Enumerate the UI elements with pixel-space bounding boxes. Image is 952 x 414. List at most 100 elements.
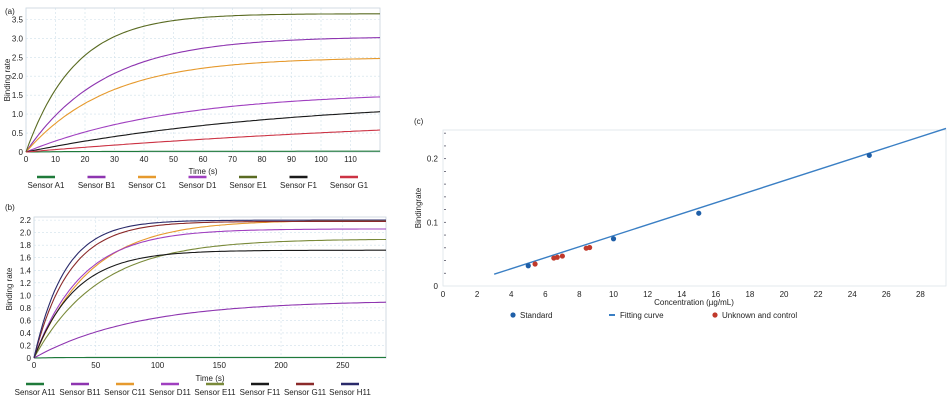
unknown-point: [559, 253, 565, 259]
panel-b-plot-area: [33, 216, 387, 359]
y-tick-label: 0.6: [20, 316, 32, 325]
legend-unknown-marker: [712, 312, 718, 318]
panel-a-label: (a): [5, 7, 15, 16]
y-tick-label: 0.1: [427, 218, 439, 227]
x-tick-label: 2: [475, 290, 480, 299]
y-tick-label: 2.5: [12, 53, 24, 62]
legend-label: Sensor H11: [329, 388, 371, 397]
legend-label: Sensor D11: [149, 388, 191, 397]
panel-c-label: (c): [414, 117, 424, 126]
y-tick-label: 3.0: [12, 34, 24, 43]
x-tick-label: 8: [577, 290, 582, 299]
y-tick-label: 1.2: [20, 279, 32, 288]
y-tick-label: 0.5: [12, 129, 24, 138]
y-tick-label: 0: [27, 354, 32, 363]
legend-label: Sensor F1: [280, 181, 317, 190]
standard-point: [610, 236, 617, 242]
y-tick-label: 2.0: [12, 72, 24, 81]
unknown-point: [587, 244, 593, 251]
legend-standard-label: Standard: [520, 311, 552, 320]
y-tick-label: 0.4: [20, 329, 32, 338]
x-tick-label: 100: [151, 361, 165, 370]
y-tick-label: 0.2: [20, 341, 32, 350]
panel-c-x-axis-label: Concentration (µg/mL): [654, 298, 734, 307]
panel-a-x-axis-label: Time (s): [188, 167, 217, 176]
x-tick-label: 12: [643, 290, 652, 299]
panel-b-label: (b): [5, 203, 15, 212]
x-tick-label: 20: [780, 290, 789, 299]
y-tick-label: 0.8: [20, 304, 32, 313]
x-tick-label: 200: [274, 361, 288, 370]
x-tick-label: 4: [509, 290, 514, 299]
y-tick-label: 0: [434, 282, 439, 291]
x-tick-label: 0: [24, 155, 29, 164]
x-tick-label: 60: [199, 155, 208, 164]
x-tick-label: 80: [258, 155, 267, 164]
panel-a-y-axis-label: Binding rate: [3, 58, 12, 101]
series-line-sensor-f1: [25, 111, 381, 153]
x-tick-label: 50: [91, 361, 100, 370]
y-tick-label: 1.0: [12, 110, 24, 119]
series-line-sensor-g11: [33, 220, 386, 359]
standard-point: [525, 263, 531, 269]
x-tick-label: 110: [344, 155, 357, 164]
legend-label: Sensor C11: [104, 388, 146, 397]
series-line-sensor-a1: [26, 150, 380, 153]
unknown-point: [532, 261, 538, 267]
y-tick-label: 0: [19, 148, 24, 157]
y-tick-label: 2.0: [20, 229, 32, 238]
legend-fit-label: Fitting curve: [620, 311, 664, 320]
x-tick-label: 90: [287, 155, 296, 164]
legend-label: Sensor C1: [128, 181, 166, 190]
series-line-sensor-f11: [33, 249, 386, 359]
y-tick-label: 1.4: [20, 266, 32, 275]
x-tick-label: 100: [314, 155, 328, 164]
legend-label: Sensor B1: [78, 181, 116, 190]
legend-label: Sensor A1: [28, 181, 65, 190]
x-tick-label: 6: [543, 290, 548, 299]
x-tick-label: 70: [228, 155, 237, 164]
x-tick-label: 40: [140, 155, 149, 164]
x-tick-label: 22: [814, 290, 823, 299]
x-tick-label: 10: [609, 290, 618, 299]
series-line-sensor-h11: [33, 219, 386, 359]
x-tick-label: 18: [745, 290, 754, 299]
panel-c-y-axis-label: Bindingrate: [414, 187, 423, 228]
x-tick-label: 20: [81, 155, 90, 164]
fitting-curve-line: [493, 127, 947, 275]
legend-label: Sensor D1: [179, 181, 217, 190]
legend-label: Sensor B11: [59, 388, 101, 397]
y-tick-label: 1.6: [20, 254, 32, 263]
unknown-point: [554, 254, 560, 260]
series-line-sensor-e1: [25, 13, 380, 153]
x-tick-label: 28: [916, 290, 925, 299]
x-tick-label: 0: [441, 290, 446, 299]
series-line-sensor-a11: [33, 356, 386, 359]
series-line-sensor-e11: [33, 238, 386, 359]
legend-label: Sensor G1: [330, 181, 369, 190]
x-tick-label: 10: [51, 155, 60, 164]
x-tick-label: 150: [213, 361, 227, 370]
panel-b: (b) 0 50 100 150 200 250 0 0.2 0.4 0.6 0.8 1.0 1.2 1…: [5, 203, 387, 397]
legend-label: Sensor G11: [284, 388, 327, 397]
series-line-sensor-d11: [33, 228, 386, 359]
series-line-sensor-d1: [25, 96, 381, 153]
x-tick-label: 0: [32, 361, 37, 370]
legend-standard-marker: [510, 312, 516, 318]
y-tick-label: 2.2: [20, 216, 32, 225]
x-tick-label: 250: [336, 361, 350, 370]
x-tick-label: 50: [169, 155, 178, 164]
x-tick-label: 26: [882, 290, 891, 299]
legend-label: Sensor F11: [240, 388, 281, 397]
x-tick-label: 16: [711, 290, 720, 299]
x-tick-label: 30: [110, 155, 119, 164]
y-tick-label: 1.0: [20, 291, 32, 300]
legend-unknown-label: Unknown and control: [722, 311, 797, 320]
y-tick-label: 1.5: [12, 91, 24, 100]
y-tick-label: 3.5: [12, 15, 24, 24]
series-line-sensor-b11: [33, 301, 387, 359]
x-tick-label: 14: [677, 290, 686, 299]
series-line-sensor-g1: [25, 129, 381, 153]
x-tick-label: 24: [848, 290, 857, 299]
